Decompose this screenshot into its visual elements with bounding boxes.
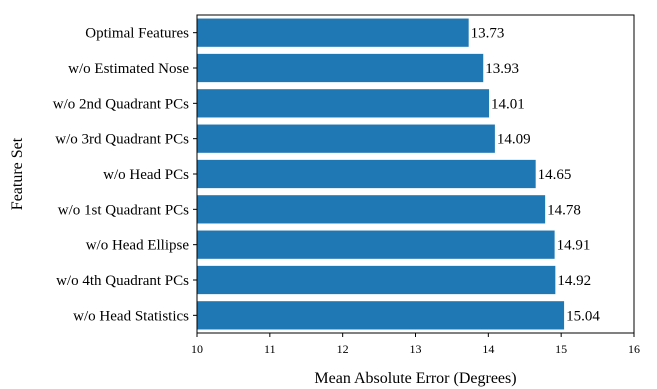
- bar-value-label: 14.78: [547, 202, 581, 218]
- category-label: w/o Head PCs: [103, 167, 189, 183]
- bar-value-label: 14.01: [491, 96, 525, 112]
- category-label: w/o Head Ellipse: [86, 238, 190, 254]
- bar-value-label: 14.09: [497, 132, 531, 148]
- bar-value-label: 14.65: [538, 167, 572, 183]
- x-tick-label: 14: [482, 342, 494, 356]
- bar: [197, 195, 546, 224]
- bar: [197, 159, 536, 189]
- x-tick-label: 13: [410, 342, 422, 356]
- bar-value-label: 15.04: [566, 308, 600, 324]
- y-axis-title: Feature Set: [9, 137, 26, 210]
- category-label: w/o 1st Quadrant PCs: [58, 202, 189, 218]
- bar: [197, 53, 484, 83]
- category-label: w/o 3rd Quadrant PCs: [55, 132, 189, 148]
- bar: [197, 89, 490, 118]
- bar-value-label: 13.93: [485, 61, 519, 77]
- category-label: Optimal Features: [85, 26, 189, 42]
- bar-value-label: 14.92: [557, 273, 591, 289]
- category-label: w/o 2nd Quadrant PCs: [53, 96, 189, 112]
- x-tick-label: 12: [337, 342, 349, 356]
- bars-group: [197, 18, 565, 330]
- bar: [197, 18, 469, 47]
- category-labels-group: Optimal Features w/o Estimated Nose w/o 2n…: [53, 26, 190, 325]
- y-ticks-group: [193, 32, 197, 316]
- category-label: w/o Head Statistics: [73, 308, 189, 324]
- category-label: w/o Estimated Nose: [68, 61, 189, 77]
- bar: [197, 124, 495, 153]
- x-ticks-group: 10 11 12 13 14 15 16: [191, 333, 640, 356]
- bar-value-label: 14.91: [557, 238, 591, 254]
- x-tick-label: 16: [628, 342, 640, 356]
- x-tick-label: 11: [264, 342, 276, 356]
- category-label: w/o 4th Quadrant PCs: [56, 273, 189, 289]
- bar: [197, 301, 565, 330]
- x-tick-label: 15: [555, 342, 567, 356]
- bar: [197, 265, 556, 295]
- x-tick-label: 10: [191, 342, 203, 356]
- bar-value-label: 13.73: [471, 26, 505, 42]
- bar: [197, 230, 555, 259]
- x-axis-title: Mean Absolute Error (Degrees): [314, 370, 516, 387]
- value-labels-group: 13.73 13.93 14.01 14.09 14.65 14.78 14.91 14.92…: [471, 26, 601, 325]
